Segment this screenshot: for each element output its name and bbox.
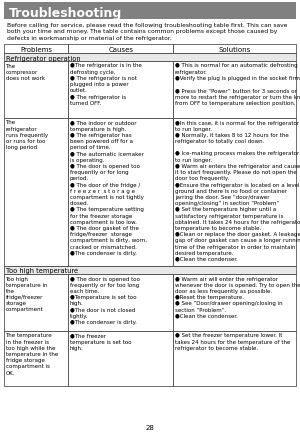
- Bar: [68, 62, 173, 119]
- Text: ● This is normal for an automatic defrosting
refrigerator.
●Verify the plug is p: ● This is normal for an automatic defros…: [175, 63, 300, 105]
- Text: Solutions: Solutions: [219, 46, 251, 53]
- Bar: [4, 331, 68, 386]
- Bar: [68, 331, 173, 386]
- Bar: [4, 119, 68, 266]
- Bar: [173, 331, 296, 386]
- Text: Refrigerator operation: Refrigerator operation: [5, 56, 80, 61]
- Bar: [68, 274, 173, 331]
- Text: Problems: Problems: [20, 46, 52, 53]
- Text: ● The indoor or outdoor
temperature is high.
● The refrigerator has
been powered: ● The indoor or outdoor temperature is h…: [70, 120, 147, 255]
- Bar: [4, 45, 68, 54]
- Bar: [4, 266, 296, 274]
- Bar: [173, 45, 296, 54]
- Text: Troubleshooting: Troubleshooting: [9, 7, 122, 20]
- Bar: [173, 274, 296, 331]
- Text: Too high
temperature in
the
fridge/freezer
storage
compartment: Too high temperature in the fridge/freez…: [5, 276, 47, 312]
- Text: ● Set the freezer temperature lower. It
takes 24 hours for the temperature of th: ● Set the freezer temperature lower. It …: [175, 333, 290, 350]
- Text: ● The door is opened too
frequently or for too long
each time.
●Temperature is s: ● The door is opened too frequently or f…: [70, 276, 140, 324]
- Text: The
refrigerator
runs frequently
or runs for too
long period: The refrigerator runs frequently or runs…: [5, 120, 48, 150]
- Text: The
compressor
does not work: The compressor does not work: [5, 63, 44, 81]
- Bar: [4, 54, 296, 62]
- Bar: [4, 3, 296, 20]
- Bar: [173, 62, 296, 119]
- Text: ●The freezer
temperature is set too
high.: ●The freezer temperature is set too high…: [70, 333, 131, 350]
- Text: ●In this case, it is normal for the refrigerator
to run longer.
● Normally, it t: ●In this case, it is normal for the refr…: [175, 120, 300, 261]
- Text: 28: 28: [146, 424, 154, 430]
- Text: ● Warm air will enter the refrigerator
whenever the door is opened. Try to open : ● Warm air will enter the refrigerator w…: [175, 276, 300, 318]
- Text: Too high temperature: Too high temperature: [5, 268, 78, 274]
- Bar: [4, 62, 68, 119]
- Bar: [68, 45, 173, 54]
- Text: ●The refrigerator is in the
defrosting cycle.
● The refrigerator is not
plugged : ●The refrigerator is in the defrosting c…: [70, 63, 142, 105]
- Text: The temperature
in the freezer is
too high while the
temperature in the
fridge s: The temperature in the freezer is too hi…: [5, 333, 58, 375]
- Bar: [173, 119, 296, 266]
- Bar: [4, 274, 68, 331]
- Bar: [68, 119, 173, 266]
- Text: Causes: Causes: [108, 46, 133, 53]
- Text: Before calling for service, please read the following troubleshooting table firs: Before calling for service, please read …: [7, 23, 287, 41]
